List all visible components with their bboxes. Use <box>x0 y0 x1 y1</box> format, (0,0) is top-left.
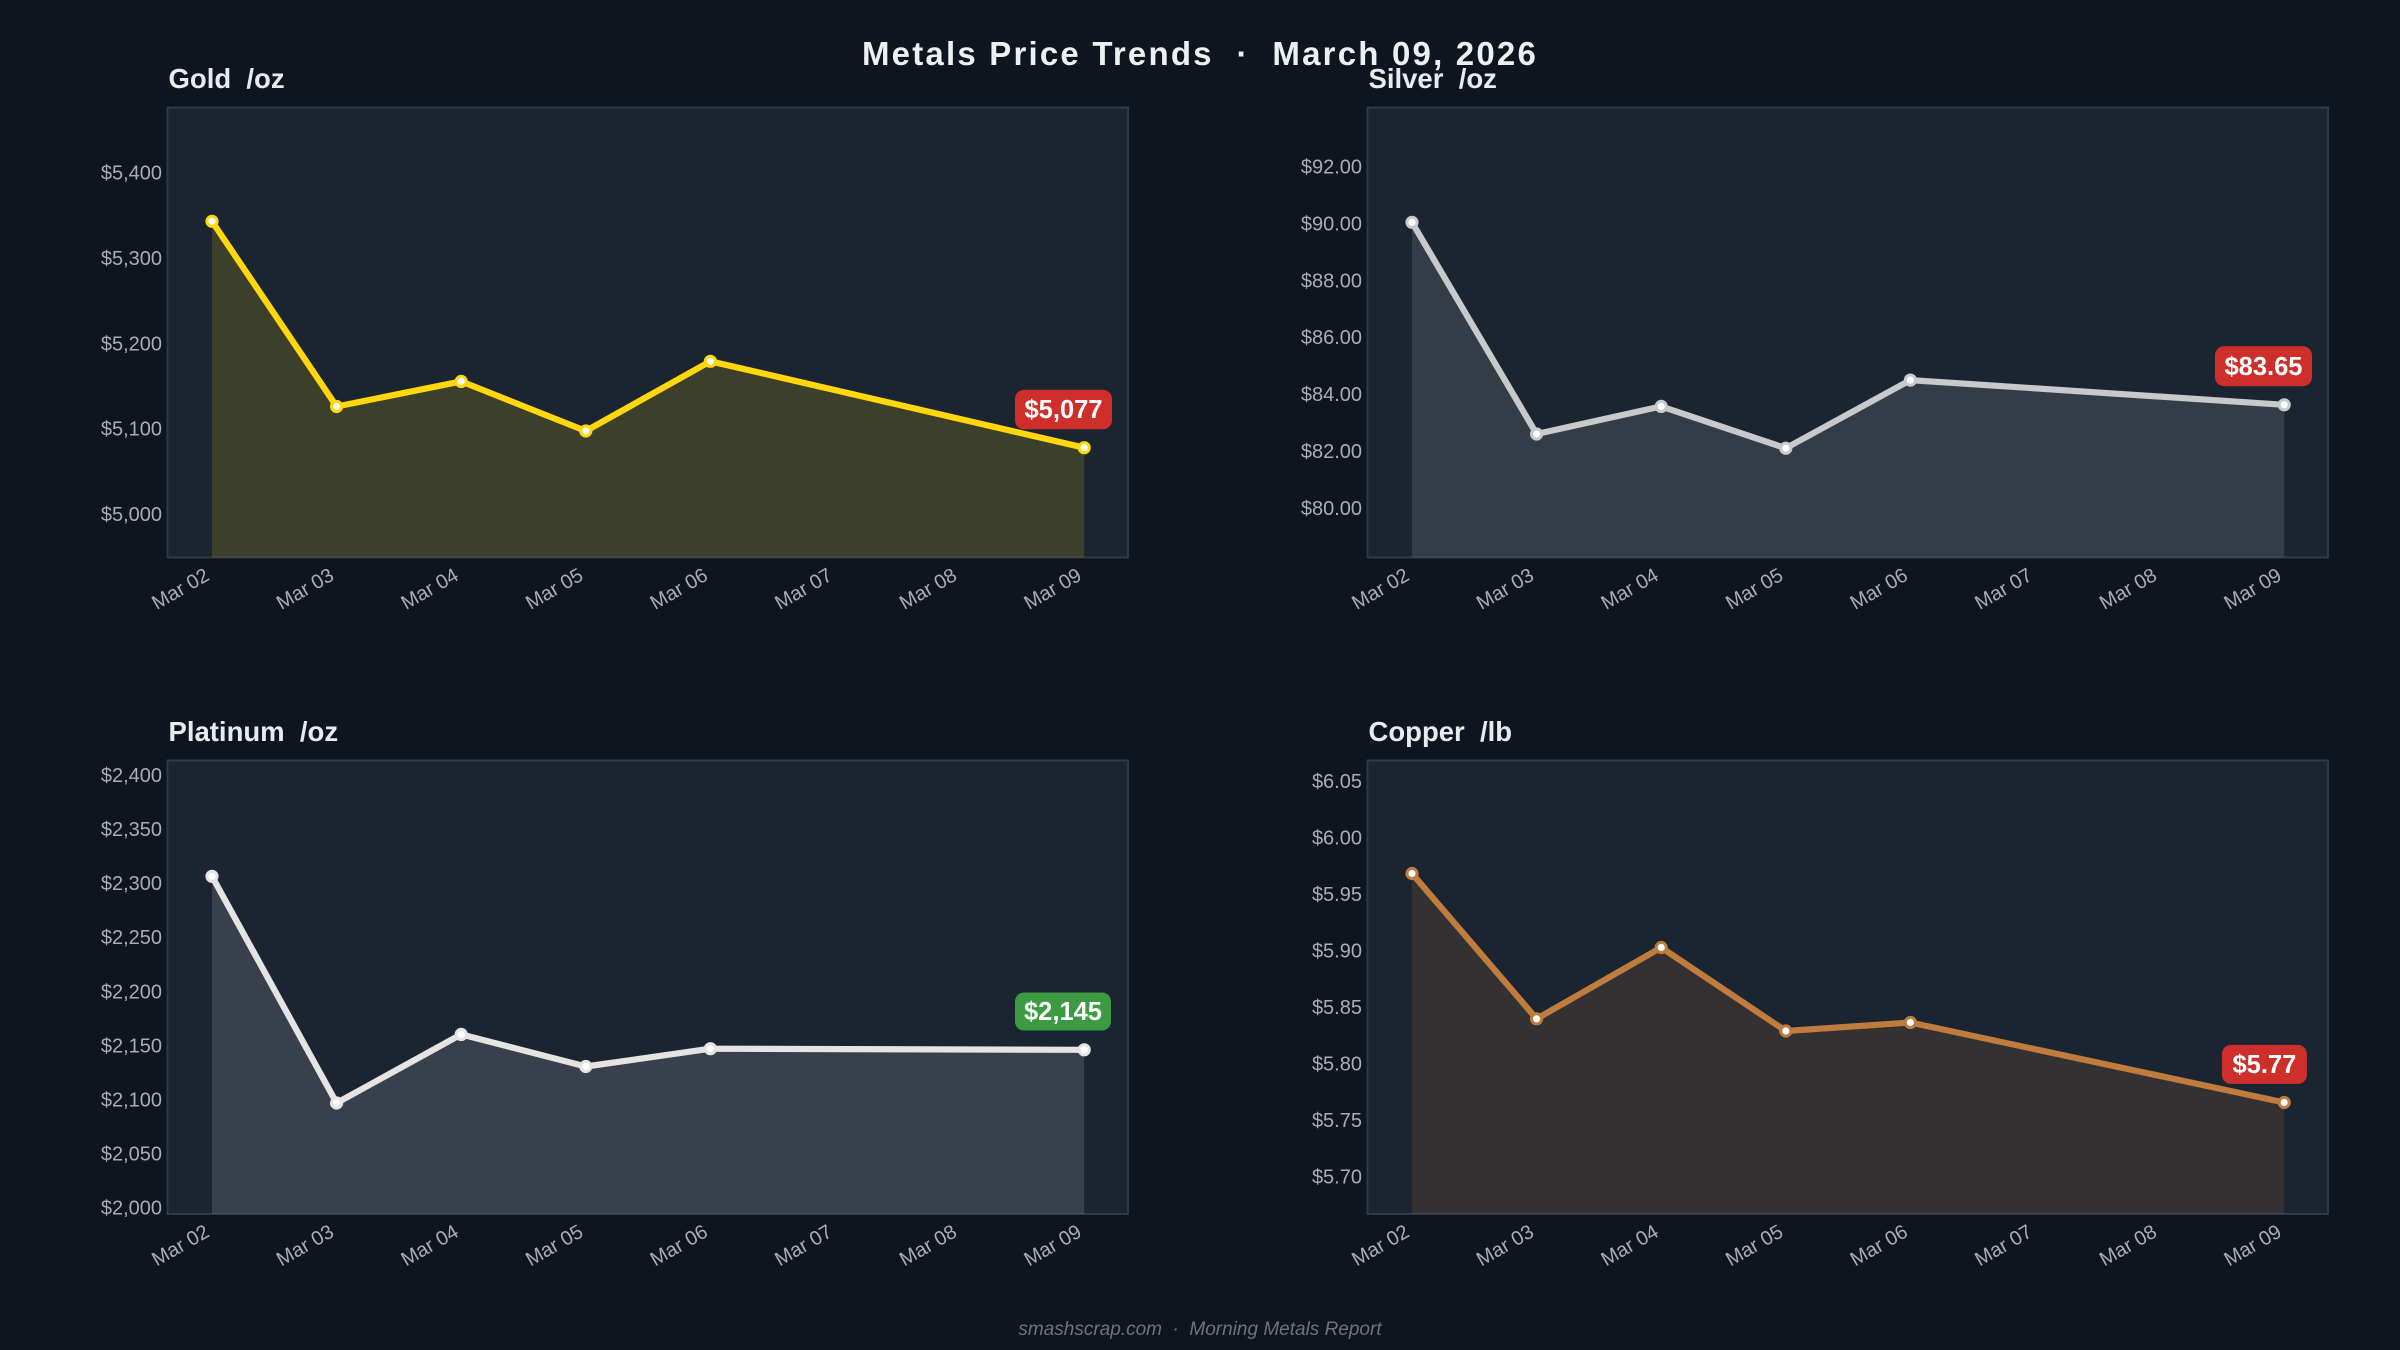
svg-text:$82.00: $82.00 <box>1301 441 1362 463</box>
svg-text:$2,300: $2,300 <box>101 873 162 895</box>
svg-text:$2,200: $2,200 <box>101 981 162 1003</box>
svg-text:$5.77: $5.77 <box>2232 1051 2296 1079</box>
svg-text:$2,150: $2,150 <box>101 1035 162 1057</box>
svg-text:$2,350: $2,350 <box>101 819 162 841</box>
svg-text:$2,000: $2,000 <box>101 1198 162 1220</box>
svg-text:Gold /oz: Gold /oz <box>169 63 285 94</box>
svg-text:$5,100: $5,100 <box>101 419 162 441</box>
svg-text:$2,050: $2,050 <box>101 1144 162 1166</box>
svg-text:$84.00: $84.00 <box>1301 384 1362 406</box>
svg-text:$2,100: $2,100 <box>101 1090 162 1112</box>
svg-text:$5.70: $5.70 <box>1312 1167 1362 1189</box>
svg-text:$5,300: $5,300 <box>101 248 162 270</box>
svg-text:$5,077: $5,077 <box>1025 396 1103 424</box>
svg-text:$5.80: $5.80 <box>1312 1054 1362 1076</box>
svg-text:Silver /oz: Silver /oz <box>1369 63 1497 94</box>
svg-text:$2,400: $2,400 <box>101 765 162 787</box>
svg-text:$90.00: $90.00 <box>1301 213 1362 235</box>
svg-text:$92.00: $92.00 <box>1301 157 1362 179</box>
svg-text:$5,200: $5,200 <box>101 333 162 355</box>
svg-text:$6.05: $6.05 <box>1312 771 1362 793</box>
svg-text:$88.00: $88.00 <box>1301 270 1362 292</box>
svg-text:$5,000: $5,000 <box>101 504 162 526</box>
svg-text:$6.00: $6.00 <box>1312 828 1362 850</box>
svg-text:Copper /lb: Copper /lb <box>1369 716 1513 747</box>
svg-text:$5.85: $5.85 <box>1312 997 1362 1019</box>
svg-text:Metals Price Trends · March: Metals Price Trends · March 09, 2026 <box>862 35 1538 72</box>
svg-text:$80.00: $80.00 <box>1301 498 1362 520</box>
svg-text:$2,250: $2,250 <box>101 927 162 949</box>
svg-text:$5.95: $5.95 <box>1312 884 1362 906</box>
svg-text:$5.90: $5.90 <box>1312 941 1362 963</box>
svg-text:$83.65: $83.65 <box>2225 353 2303 381</box>
svg-text:$5,400: $5,400 <box>101 163 162 185</box>
svg-text:smashscrap.com · Morning Met: smashscrap.com · Morning Metals Report <box>1018 1319 1382 1340</box>
svg-text:Platinum /oz: Platinum /oz <box>169 716 339 747</box>
svg-text:$5.75: $5.75 <box>1312 1110 1362 1132</box>
svg-text:$86.00: $86.00 <box>1301 327 1362 349</box>
svg-text:$2,145: $2,145 <box>1024 998 1102 1026</box>
